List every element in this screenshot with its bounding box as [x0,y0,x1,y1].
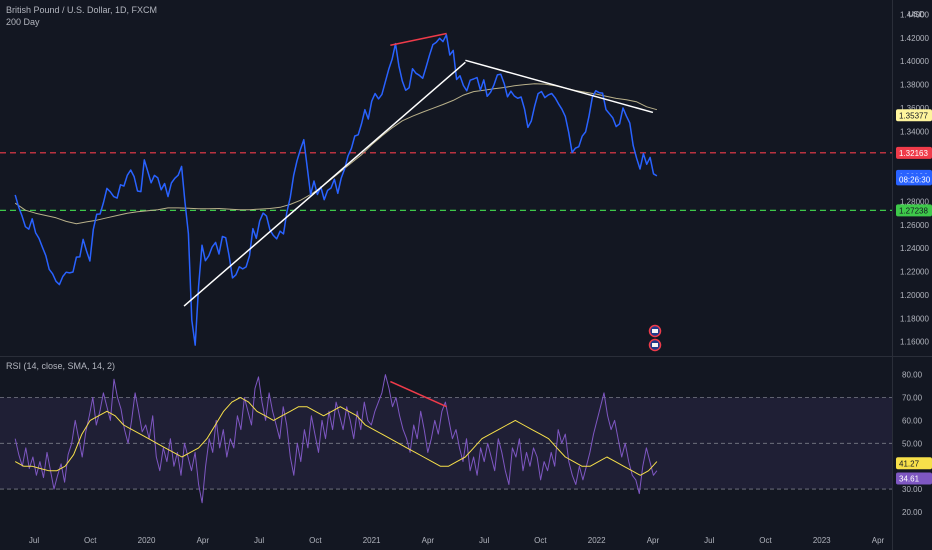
rsi-tag-bg [896,457,932,470]
x-tick-label: 2022 [588,536,606,545]
price-tag-text: 08:26:30 [899,175,931,184]
price-tag-text: 1.32163 [899,149,928,158]
rsi-tag-bg [896,472,932,485]
rising-trendline [183,61,466,307]
flag-stripe [652,343,658,347]
rsi-tick-label: 80.00 [902,371,923,380]
rsi-tag: 34.61 [896,472,932,485]
price-tick-label: 1.38000 [900,81,929,90]
price-tick-label: 1.44000 [900,10,929,19]
price-tag: 1.35377 [896,109,932,122]
price-line [14,34,658,346]
price-tag: 08:26:30 [896,173,932,186]
x-tick-label: Jul [704,536,714,545]
rsi-tick-label: 70.00 [902,394,923,403]
x-tick-label: 2020 [138,536,156,545]
rsi-tag-text: 41.27 [899,459,920,468]
x-tick-label: Jul [254,536,264,545]
price-tag-bg [896,204,932,217]
x-tick-label: Oct [84,536,97,545]
rsi-tick-label: 60.00 [902,416,923,425]
rsi-ma-line [14,397,658,476]
price-tick-label: 1.24000 [900,244,929,253]
rsi-tick-label: 20.00 [902,508,923,517]
chart-title: British Pound / U.S. Dollar, 1D, FXCM [6,5,158,15]
x-tick-label: 2023 [813,536,831,545]
flag-icon-us [648,338,662,352]
rsi-tick-label: 50.00 [902,439,923,448]
price-tick-label: 1.20000 [900,291,929,300]
price-tick-label: 1.18000 [900,314,929,323]
flag-icon-us [648,324,662,338]
moving-average-label: 200 Day [6,17,40,27]
price-tag-bg [896,109,932,122]
rsi-line [14,374,658,504]
price-tick-label: 1.42000 [900,34,929,43]
price-tick-label: 1.40000 [900,57,929,66]
falling-trendline [465,59,654,114]
x-tick-label: Oct [309,536,322,545]
price-tick-label: 1.16000 [900,338,929,347]
price-divergence [390,32,447,46]
price-tag-text: 1.27238 [899,206,928,215]
x-tick-label: Apr [197,536,210,545]
x-tick-label: Apr [872,536,885,545]
currency-label: USD [908,10,925,19]
price-tick-label: 1.28000 [900,197,929,206]
rsi-tick-label: 30.00 [902,485,923,494]
price-tick-label: 1.22000 [900,268,929,277]
price-tag-text: 1.35377 [899,111,928,120]
x-tick-label: Oct [759,536,772,545]
rsi-tag: 41.27 [896,457,932,470]
price-tag: 1.27238 [896,204,932,217]
price-tag-bg [896,173,932,186]
rsi-title: RSI (14, close, SMA, 14, 2) [6,361,116,371]
x-tick-label: Oct [534,536,547,545]
x-tick-label: Jul [29,536,39,545]
price-tick-label: 1.34000 [900,127,929,136]
price-tag-bg [896,146,932,159]
x-tick-label: 2021 [363,536,381,545]
x-tick-label: Apr [422,536,435,545]
flag-stripe [652,329,658,333]
x-tick-label: Jul [479,536,489,545]
price-tag: 1.32163 [896,146,932,159]
rsi-tag-text: 34.61 [899,475,920,484]
x-tick-label: Apr [647,536,660,545]
rsi-divergence [390,380,447,408]
price-tick-label: 1.26000 [900,221,929,230]
price-tick-label: 1.36000 [900,104,929,113]
